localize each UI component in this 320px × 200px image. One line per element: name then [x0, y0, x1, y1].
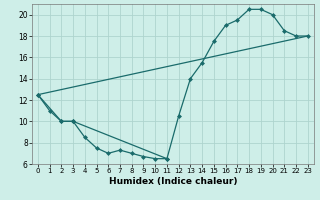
- X-axis label: Humidex (Indice chaleur): Humidex (Indice chaleur): [108, 177, 237, 186]
